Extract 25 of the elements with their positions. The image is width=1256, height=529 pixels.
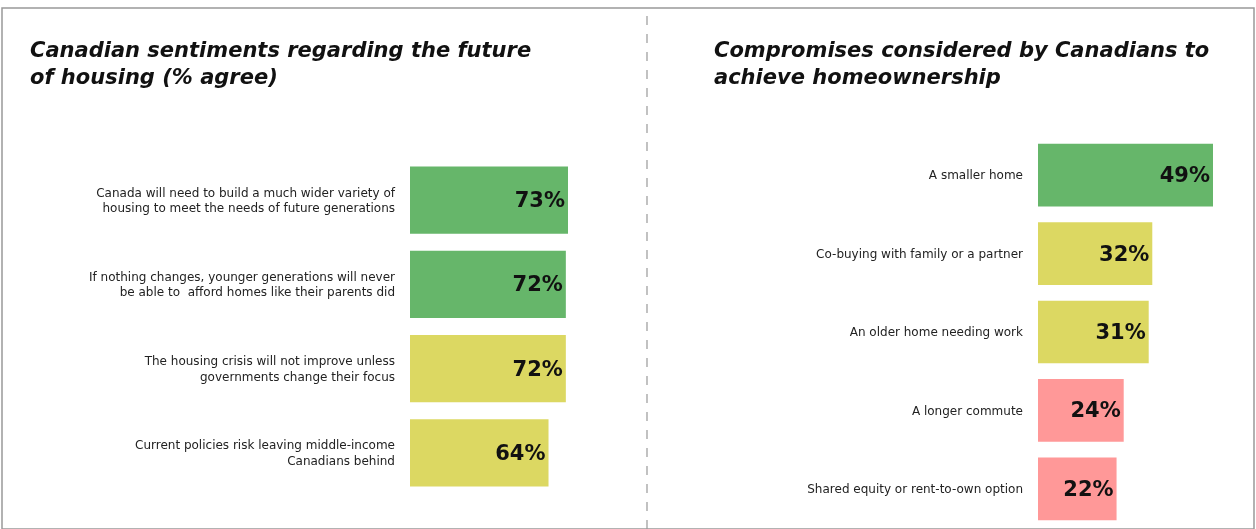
data-label: 72% [512, 356, 563, 381]
data-label: 32% [1099, 241, 1150, 266]
data-label: 31% [1095, 320, 1146, 344]
bar [1038, 300, 1149, 364]
bar [1038, 143, 1213, 207]
data-label: 64% [495, 440, 546, 465]
y-tick-label: A smaller home [928, 168, 1023, 183]
y-tick-label: The housing crisis will not improve unless governments change their focus [143, 354, 395, 384]
y-tick-label: Canada will need to build a much wider variety of housing to meet the needs of future generations [96, 185, 396, 216]
y-tick-label: If nothing changes, younger generations will never be able to afford homes like their parents did [88, 269, 396, 300]
bar [1038, 457, 1117, 521]
chart-title: Canadian sentiments regarding the future of housing (% agree) [30, 38, 532, 90]
data-label: 49% [1159, 163, 1210, 188]
y-tick-label: Current policies risk leaving middle-income Canadians behind [135, 438, 395, 468]
bar [1038, 379, 1124, 442]
y-tick-label: Shared equity or rent-to-own option [807, 482, 1023, 496]
data-label: 73% [514, 188, 565, 213]
y-tick-label: A longer commute [911, 403, 1023, 418]
data-label: 22% [1063, 476, 1114, 501]
chart-title: Compromises considered by Canadians to achieve homeownership [714, 38, 1210, 90]
y-tick-label: An older home needing work [849, 325, 1024, 340]
bar [1038, 222, 1153, 285]
data-label: 72% [512, 272, 563, 297]
y-tick-label: Co-buying with family or a partner [816, 246, 1024, 261]
data-label: 24% [1070, 398, 1121, 423]
